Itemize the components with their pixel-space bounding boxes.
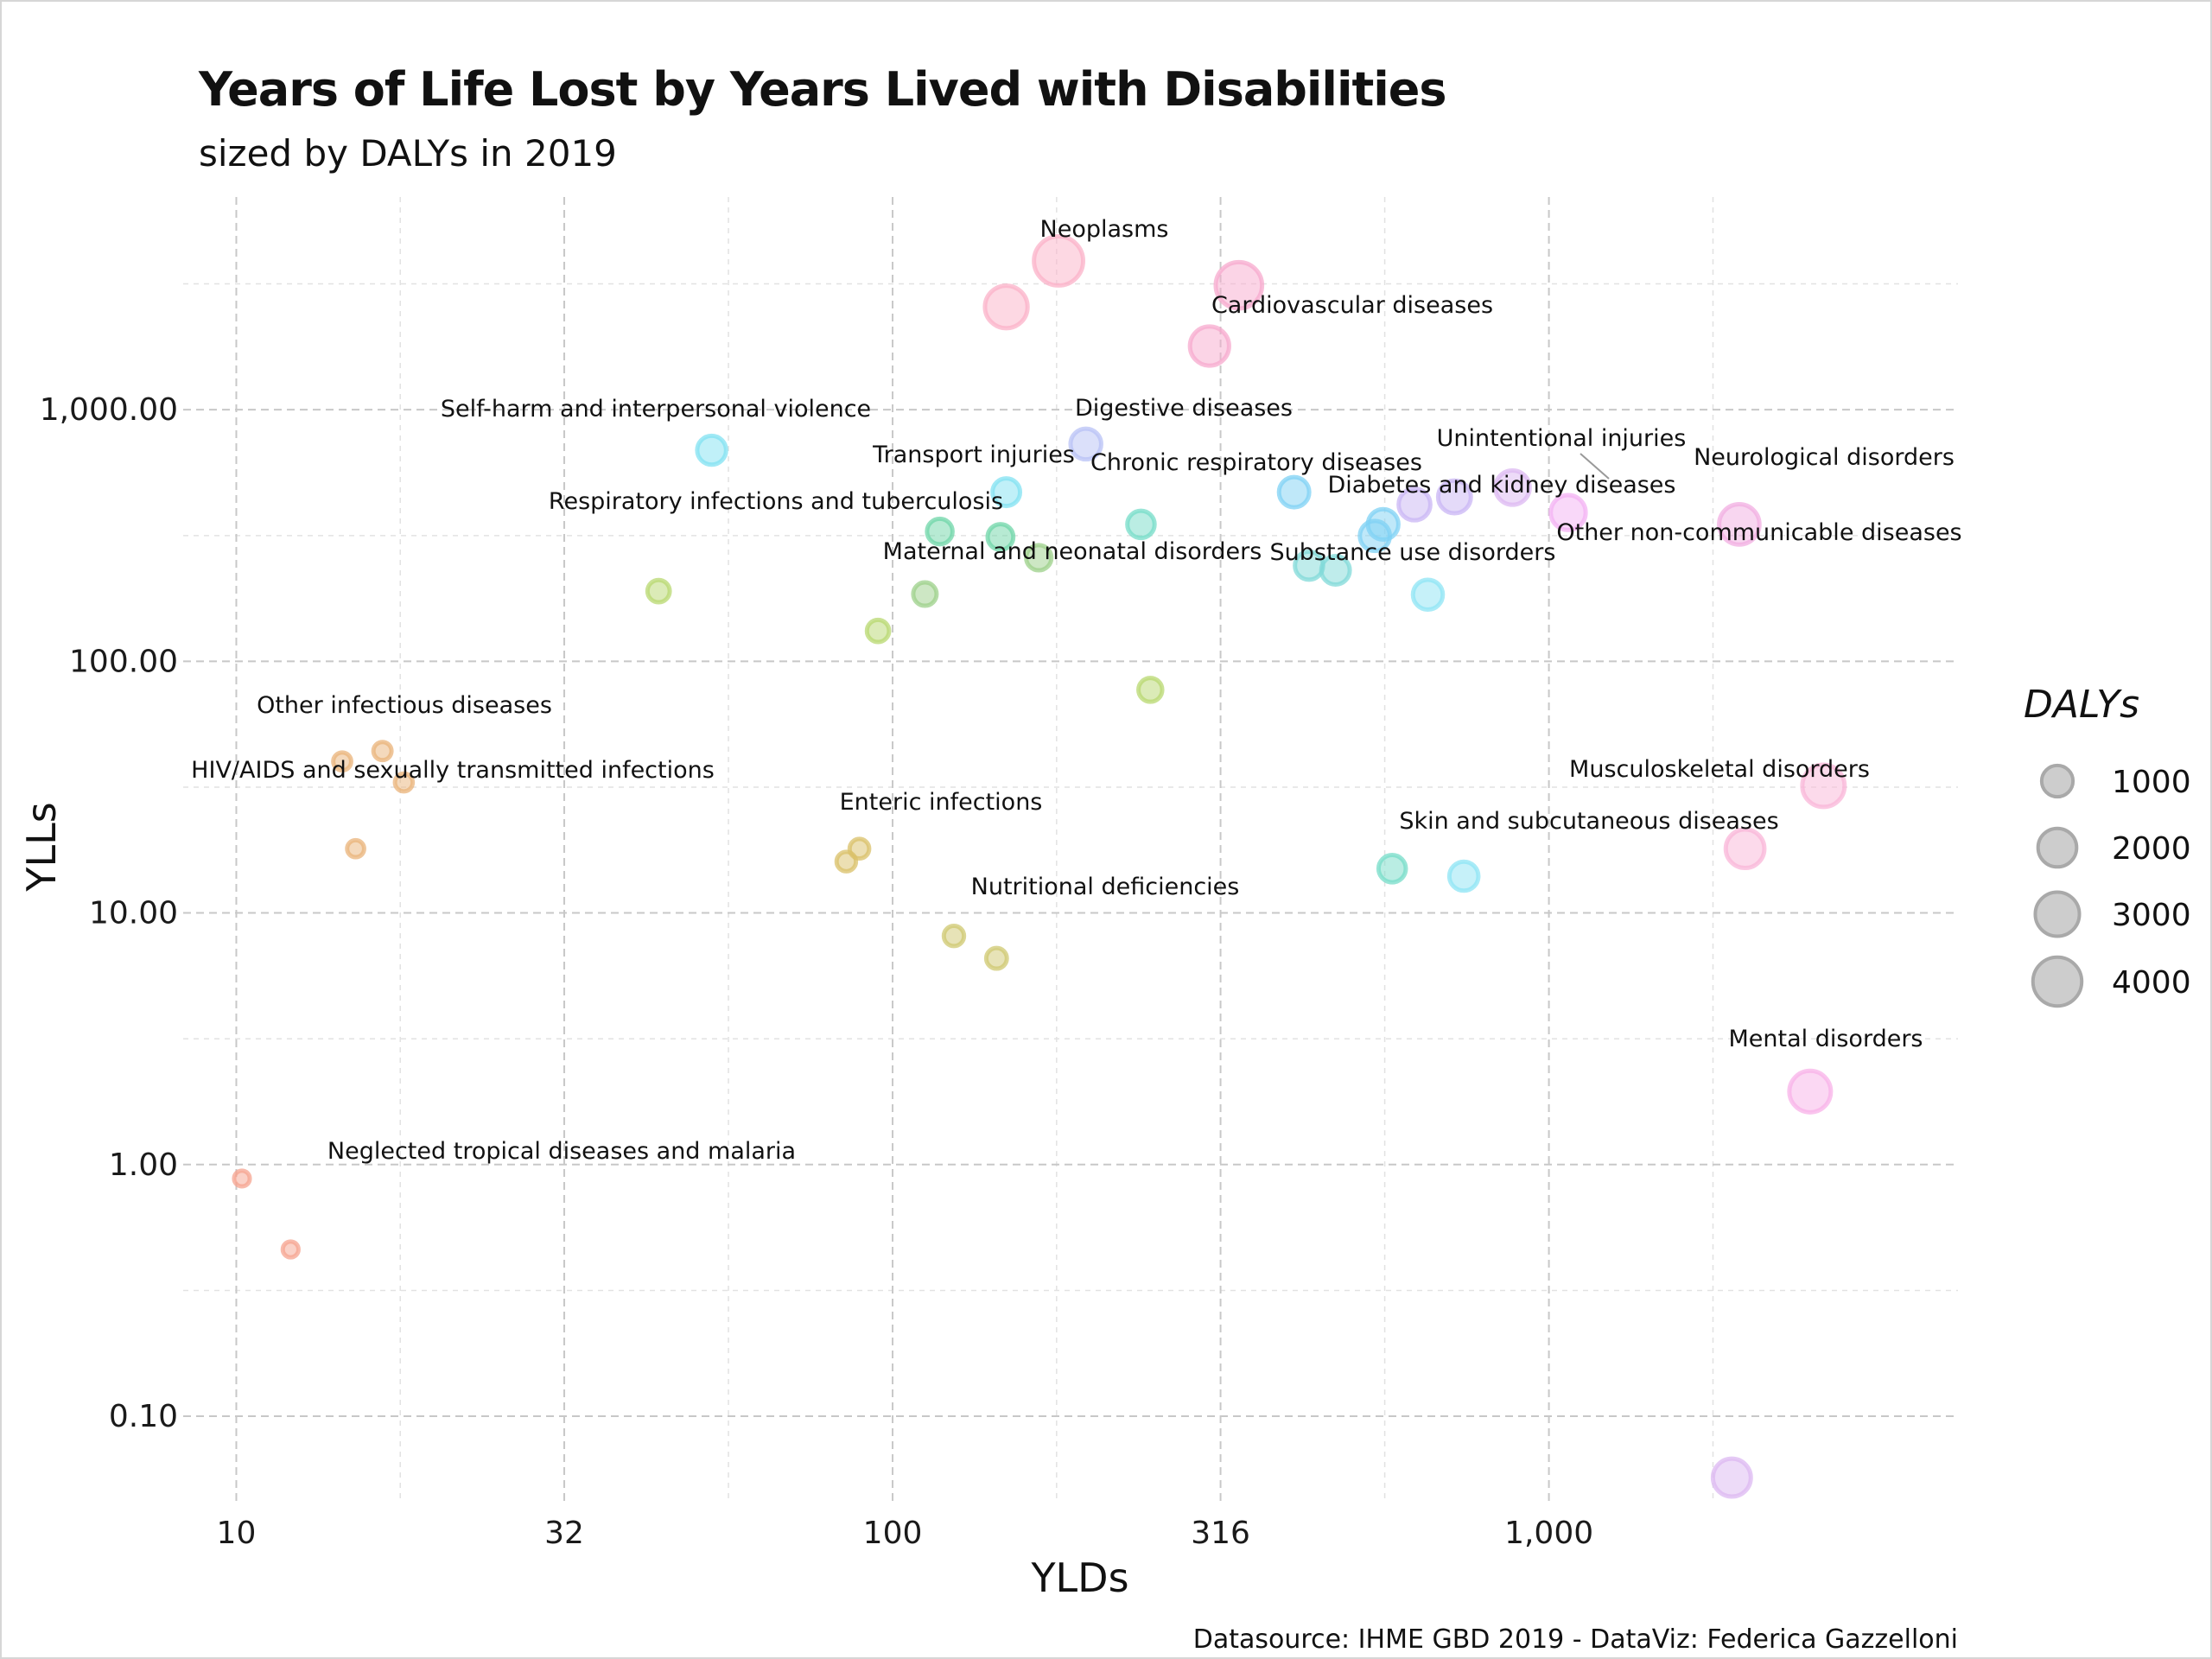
point-label: Substance use disorders xyxy=(1270,539,1556,566)
x-axis-title: YLDs xyxy=(1030,1554,1128,1601)
data-point xyxy=(1410,577,1446,612)
x-tick-label: 32 xyxy=(544,1516,584,1551)
legend-title: DALYs xyxy=(2024,683,2139,727)
point-labels: Neoplasms Cardiovascular diseases Self-har… xyxy=(191,216,1961,1165)
point-label: Mental disorders xyxy=(1728,1026,1923,1052)
point-label: Neoplasms xyxy=(1040,216,1169,243)
data-point xyxy=(1365,506,1401,543)
data-point xyxy=(1125,508,1157,541)
data-point xyxy=(1435,478,1473,516)
data-point xyxy=(1787,1068,1834,1115)
data-point xyxy=(1376,852,1408,885)
grid-lines xyxy=(183,197,1958,1503)
data-point xyxy=(1213,259,1265,311)
data-point xyxy=(331,750,353,773)
point-label: Enteric infections xyxy=(840,789,1043,816)
point-label: Respiratory infections and tuberculosis xyxy=(549,488,1003,515)
point-label: Skin and subcutaneous diseases xyxy=(1399,808,1778,835)
x-tick-label: 1,000 xyxy=(1504,1516,1593,1551)
data-point xyxy=(990,476,1023,509)
y-tick-label: 0.10 xyxy=(109,1399,178,1434)
point-label: Neglected tropical diseases and malaria xyxy=(327,1138,796,1165)
legend-label: 3000 xyxy=(2112,898,2191,933)
data-point xyxy=(1723,827,1767,871)
data-point xyxy=(941,924,967,949)
data-point xyxy=(1717,502,1762,547)
data-point xyxy=(911,580,939,608)
y-tick-label: 1,000.00 xyxy=(40,392,178,428)
legend-key xyxy=(2031,955,2084,1008)
data-point xyxy=(864,617,892,645)
legend-key xyxy=(2036,826,2079,869)
data-point xyxy=(645,577,672,605)
label-connector xyxy=(1580,453,1610,480)
size-legend: DALYs 1000 2000 3000 4000 xyxy=(2024,683,2191,1008)
x-tick-label: 10 xyxy=(217,1516,257,1551)
x-tick-label: 316 xyxy=(1191,1516,1250,1551)
point-label: Other infectious diseases xyxy=(257,692,552,719)
data-point xyxy=(345,837,366,860)
data-point xyxy=(985,522,1016,552)
data-points xyxy=(232,234,1847,1499)
legend-label: 1000 xyxy=(2112,765,2191,800)
data-point xyxy=(847,836,872,861)
data-point xyxy=(1548,493,1588,532)
data-point xyxy=(1319,554,1352,587)
point-label: Chronic respiratory diseases xyxy=(1090,449,1422,476)
y-tick-label: 100.00 xyxy=(69,644,178,679)
chart-subtitle: sized by DALYs in 2019 xyxy=(199,132,617,175)
data-point xyxy=(983,945,1009,971)
data-point xyxy=(1032,234,1086,288)
data-point xyxy=(1024,543,1054,573)
data-point xyxy=(982,283,1030,331)
data-point xyxy=(392,771,416,794)
chart-caption: Datasource: IHME GBD 2019 - DataViz: Fed… xyxy=(1193,1624,1958,1655)
point-label: Other non-communicable diseases xyxy=(1556,519,1961,546)
point-label: Diabetes and kidney diseases xyxy=(1328,472,1676,499)
data-point xyxy=(1276,474,1312,510)
data-point xyxy=(371,740,394,763)
point-label: Self-harm and interpersonal violence xyxy=(441,396,871,423)
data-point xyxy=(1800,762,1847,810)
point-label: Neurological disorders xyxy=(1694,444,1955,471)
data-point xyxy=(280,1239,301,1260)
data-point xyxy=(1187,324,1231,368)
legend-key xyxy=(2033,890,2082,938)
data-point xyxy=(1068,426,1103,462)
point-label: Nutritional deficiencies xyxy=(971,874,1240,900)
point-label: Musculoskeletal disorders xyxy=(1569,756,1870,783)
legend-label: 2000 xyxy=(2112,831,2191,867)
point-label: Unintentional injuries xyxy=(1437,425,1687,452)
legend-key xyxy=(2039,763,2075,799)
point-label: HIV/AIDS and sexually transmitted infect… xyxy=(191,757,715,784)
y-tick-label: 10.00 xyxy=(89,896,178,931)
data-point xyxy=(1493,467,1532,507)
y-tick-label: 1.00 xyxy=(109,1147,178,1183)
x-tick-label: 100 xyxy=(863,1516,923,1551)
chart-title: Years of Life Lost by Years Lived with D… xyxy=(198,62,1446,117)
point-label: Maternal and neonatal disorders xyxy=(883,538,1262,565)
x-axis-ticks: 10 32 100 316 1,000 xyxy=(217,1516,1594,1551)
y-axis-title: YLLs xyxy=(18,802,65,892)
legend-label: 4000 xyxy=(2112,965,2191,1001)
point-label: Cardiovascular diseases xyxy=(1211,292,1493,319)
data-point xyxy=(1136,676,1165,704)
data-point xyxy=(1710,1456,1753,1499)
data-point xyxy=(1446,859,1481,893)
data-point xyxy=(695,433,728,467)
data-point xyxy=(925,516,955,547)
data-point xyxy=(1396,486,1433,523)
y-axis-ticks: 0.10 1.00 10.00 100.00 1,000.00 xyxy=(40,392,178,1434)
point-label: Digestive diseases xyxy=(1075,395,1293,422)
point-label: Transport injuries xyxy=(872,442,1075,468)
data-point xyxy=(232,1168,252,1189)
